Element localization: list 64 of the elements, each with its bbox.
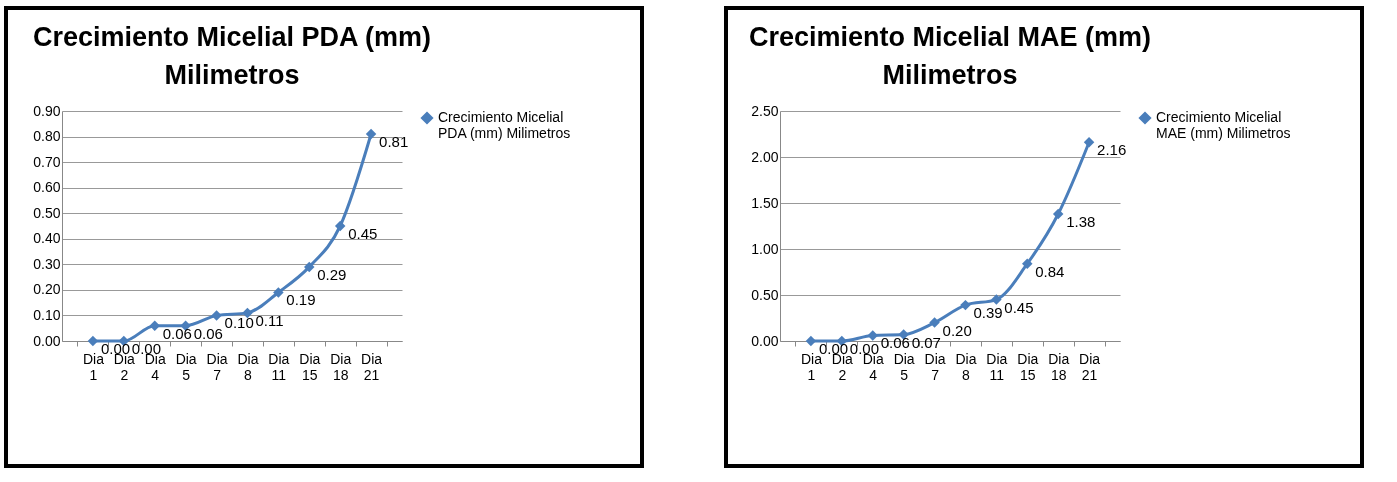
x-tick-label: Dia 18 bbox=[1048, 350, 1070, 383]
y-tick-label: 0.80 bbox=[33, 128, 61, 145]
point bbox=[211, 310, 222, 321]
y-tick-label: 0.60 bbox=[33, 179, 61, 196]
text: 0.45 bbox=[1004, 298, 1034, 316]
y-tick-label: 0.30 bbox=[33, 255, 61, 272]
y-tick-label: 1.50 bbox=[751, 194, 779, 211]
y-tick-label: 2.50 bbox=[751, 102, 779, 119]
x-tick-label: Dia 21 bbox=[1079, 350, 1101, 383]
x-tick-label: Dia 18 bbox=[330, 350, 352, 383]
text: 0.06 bbox=[162, 324, 192, 342]
x-tick-label: Dia 5 bbox=[893, 350, 915, 383]
point bbox=[991, 294, 1002, 305]
point bbox=[304, 261, 315, 273]
text: 0.81 bbox=[379, 133, 409, 150]
y-tick-label: 0.20 bbox=[33, 281, 61, 298]
x-tick-label: Dia 8 bbox=[955, 350, 977, 383]
x-tick-label: Dia 5 bbox=[175, 350, 197, 383]
point bbox=[365, 128, 377, 140]
y-tick-label: 0.40 bbox=[33, 230, 61, 247]
text: 2.16 bbox=[1097, 141, 1127, 159]
y-tick-label: 0.00 bbox=[751, 332, 779, 349]
text: 0.29 bbox=[317, 265, 347, 283]
y-tick-label: 2.00 bbox=[751, 148, 779, 165]
point bbox=[242, 307, 253, 319]
y-tick-label: 0.70 bbox=[33, 153, 61, 170]
x-tick-label: Dia 15 bbox=[1017, 350, 1039, 383]
text: 0.11 bbox=[255, 311, 284, 329]
point bbox=[149, 320, 160, 331]
text: 0.20 bbox=[942, 321, 972, 339]
legend-label: Crecimiento Micelial PDA (mm) Milimetros bbox=[438, 109, 571, 141]
y-tick-label: 1.00 bbox=[751, 240, 779, 257]
text: 0.39 bbox=[973, 304, 1003, 322]
text: 0.07 bbox=[911, 333, 941, 351]
y-tick-label: 0.10 bbox=[33, 306, 61, 323]
point bbox=[929, 317, 940, 328]
y-tick-label: 0.90 bbox=[33, 102, 61, 119]
point bbox=[1083, 137, 1095, 148]
x-tick-label: Dia 11 bbox=[986, 350, 1008, 383]
x-tick-label: Dia 7 bbox=[924, 350, 946, 383]
text: 1.38 bbox=[1066, 213, 1096, 231]
point bbox=[960, 299, 971, 311]
text: 0.06 bbox=[193, 324, 223, 342]
point bbox=[273, 287, 284, 298]
text: 0.45 bbox=[348, 225, 378, 242]
chart-title: Crecimiento Micelial PDA (mm) Milimetros bbox=[32, 22, 432, 90]
text: 0.84 bbox=[1035, 262, 1065, 280]
point bbox=[867, 330, 878, 341]
y-tick-label: 0.00 bbox=[33, 332, 61, 349]
text: 0.10 bbox=[224, 314, 254, 332]
x-tick-label: Dia 7 bbox=[206, 350, 228, 383]
y-tick-label: 0.50 bbox=[751, 286, 779, 303]
chart-title: Crecimiento Micelial MAE (mm) Milimetros bbox=[748, 22, 1152, 90]
x-tick-label: Dia 21 bbox=[361, 350, 383, 383]
point bbox=[334, 220, 346, 232]
point bbox=[1022, 258, 1033, 269]
x-tick-label: Dia 15 bbox=[299, 350, 321, 383]
y-tick-label: 0.50 bbox=[33, 204, 61, 221]
point bbox=[1052, 208, 1064, 220]
legend-label: Crecimiento Micelial MAE (mm) Milimetros bbox=[1156, 109, 1291, 141]
text: 0.06 bbox=[880, 334, 910, 352]
x-tick-label: Dia 8 bbox=[237, 350, 259, 383]
x-tick-label: Dia 11 bbox=[268, 350, 290, 383]
text: 0.19 bbox=[286, 291, 316, 309]
